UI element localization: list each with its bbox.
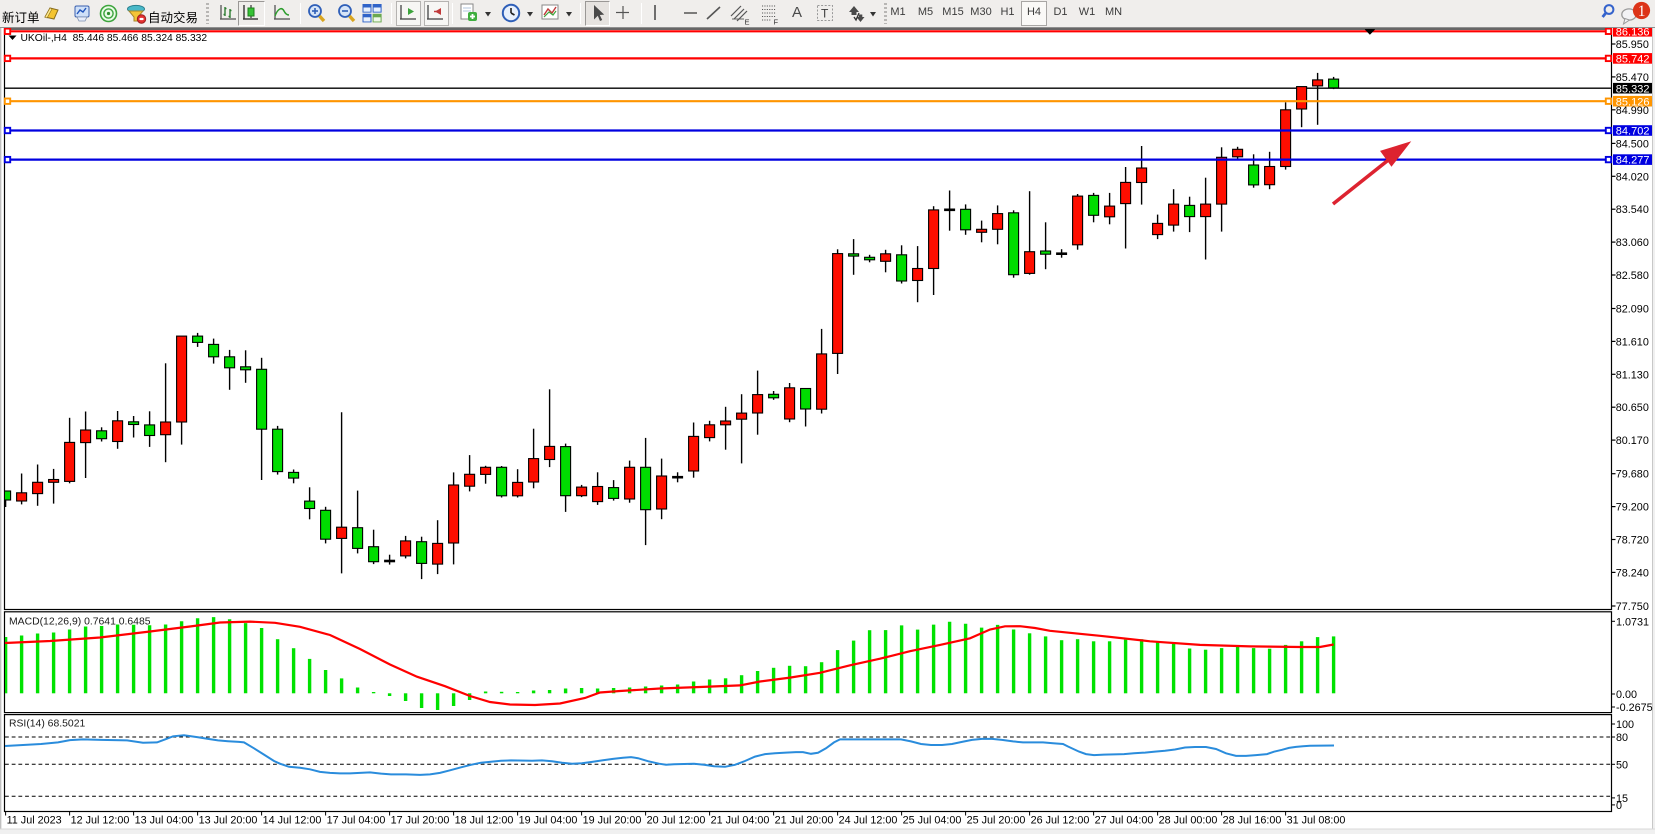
svg-text:0: 0 <box>1616 800 1622 812</box>
svg-text:80.650: 80.650 <box>1616 402 1649 414</box>
svg-text:21 Jul 20:00: 21 Jul 20:00 <box>775 815 834 827</box>
svg-text:85.742: 85.742 <box>1616 54 1650 66</box>
svg-text:84.702: 84.702 <box>1616 126 1650 138</box>
svg-text:12 Jul 12:00: 12 Jul 12:00 <box>71 815 130 827</box>
svg-text:79.680: 79.680 <box>1616 469 1649 481</box>
svg-text:15: 15 <box>1616 793 1628 805</box>
svg-text:25 Jul 20:00: 25 Jul 20:00 <box>967 815 1026 827</box>
svg-text:78.240: 78.240 <box>1616 567 1649 579</box>
svg-text:MACD(12,26,9) 0.7641 0.6485: MACD(12,26,9) 0.7641 0.6485 <box>9 617 151 628</box>
svg-text:17 Jul 20:00: 17 Jul 20:00 <box>391 815 450 827</box>
svg-text:31 Jul 08:00: 31 Jul 08:00 <box>1287 815 1346 827</box>
svg-text:0.00: 0.00 <box>1616 689 1637 701</box>
svg-text:84.500: 84.500 <box>1616 138 1649 150</box>
svg-text:F: F <box>774 18 779 26</box>
svg-text:17 Jul 04:00: 17 Jul 04:00 <box>327 815 386 827</box>
svg-text:25 Jul 04:00: 25 Jul 04:00 <box>903 815 962 827</box>
svg-text:28 Jul 00:00: 28 Jul 00:00 <box>1159 815 1218 827</box>
svg-text:77.750: 77.750 <box>1616 601 1649 613</box>
svg-text:14 Jul 12:00: 14 Jul 12:00 <box>263 815 322 827</box>
svg-text:50: 50 <box>1616 759 1628 771</box>
svg-text:-0.2675: -0.2675 <box>1616 702 1653 714</box>
svg-text:20 Jul 12:00: 20 Jul 12:00 <box>647 815 706 827</box>
svg-text:80.170: 80.170 <box>1616 435 1649 447</box>
svg-text:83.060: 83.060 <box>1616 237 1649 249</box>
svg-text:84.990: 84.990 <box>1616 105 1649 117</box>
svg-text:19 Jul 20:00: 19 Jul 20:00 <box>583 815 642 827</box>
svg-text:E: E <box>745 18 750 26</box>
svg-text:86.136: 86.136 <box>1616 26 1650 38</box>
svg-text:78.720: 78.720 <box>1616 535 1649 547</box>
svg-text:21 Jul 04:00: 21 Jul 04:00 <box>711 815 770 827</box>
svg-text:83.540: 83.540 <box>1616 204 1649 216</box>
svg-text:24 Jul 12:00: 24 Jul 12:00 <box>839 815 898 827</box>
svg-text:85.470: 85.470 <box>1616 72 1649 84</box>
svg-text:85.950: 85.950 <box>1616 39 1649 51</box>
svg-text:84.020: 84.020 <box>1616 171 1649 183</box>
svg-text:82.580: 82.580 <box>1616 270 1649 282</box>
svg-text:19 Jul 04:00: 19 Jul 04:00 <box>519 815 578 827</box>
svg-text:81.610: 81.610 <box>1616 336 1649 348</box>
svg-text:UKOil-,H4 85.446 85.466 85.32: UKOil-,H4 85.446 85.466 85.324 85.332 <box>21 33 208 44</box>
svg-text:85.332: 85.332 <box>1616 83 1650 95</box>
svg-text:79.200: 79.200 <box>1616 502 1649 514</box>
svg-text:RSI(14) 68.5021: RSI(14) 68.5021 <box>9 719 85 730</box>
svg-text:85.126: 85.126 <box>1616 96 1650 108</box>
svg-text:80: 80 <box>1616 732 1628 744</box>
svg-text:11 Jul 2023: 11 Jul 2023 <box>7 815 62 827</box>
svg-text:13 Jul 04:00: 13 Jul 04:00 <box>135 815 194 827</box>
svg-text:1: 1 <box>1638 3 1646 20</box>
svg-text:27 Jul 04:00: 27 Jul 04:00 <box>1095 815 1154 827</box>
svg-text:26 Jul 12:00: 26 Jul 12:00 <box>1031 815 1090 827</box>
svg-text:81.130: 81.130 <box>1616 369 1649 381</box>
svg-text:84.277: 84.277 <box>1616 155 1650 167</box>
svg-text:18 Jul 12:00: 18 Jul 12:00 <box>455 815 514 827</box>
svg-text:T: T <box>821 7 829 21</box>
svg-text:1.0731: 1.0731 <box>1616 616 1649 628</box>
svg-text:13 Jul 20:00: 13 Jul 20:00 <box>199 815 258 827</box>
svg-text:100: 100 <box>1616 719 1634 731</box>
svg-text:28 Jul 16:00: 28 Jul 16:00 <box>1223 815 1282 827</box>
svg-text:82.090: 82.090 <box>1616 304 1649 316</box>
